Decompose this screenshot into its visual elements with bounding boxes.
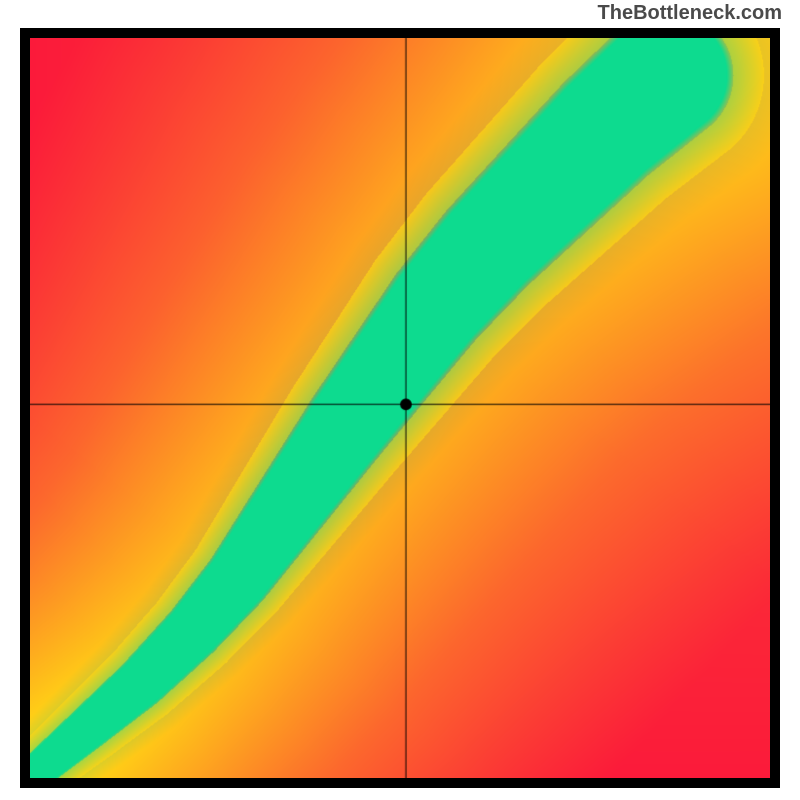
heatmap-canvas <box>30 38 770 778</box>
plot-area <box>20 28 780 788</box>
watermark-text: TheBottleneck.com <box>598 2 782 25</box>
chart-container: TheBottleneck.com <box>0 0 800 800</box>
